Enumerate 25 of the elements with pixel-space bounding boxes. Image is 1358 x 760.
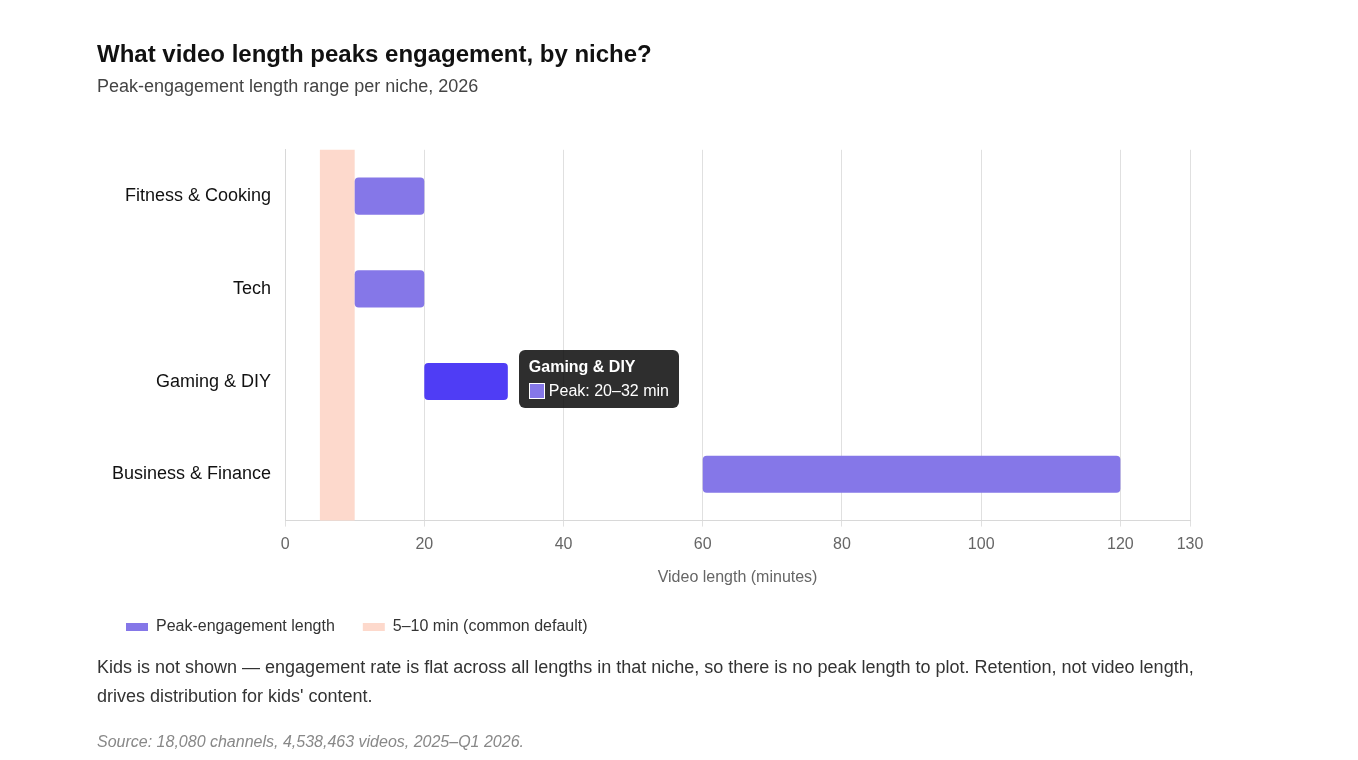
y-tick-label: Fitness & Cooking	[125, 185, 272, 206]
legend-label: Peak-engagement length	[156, 617, 335, 635]
x-axis-title: Video length (minutes)	[657, 567, 818, 585]
source-note: Source: 18,080 channels, 4,538,463 videos, 2025–Q1 2026.	[97, 733, 525, 751]
annotation: Gaming & DIY	[528, 357, 637, 376]
bar	[354, 270, 425, 308]
chart-title: What video length peaks engagement, by niche?	[97, 40, 653, 68]
legend-label: 5–10 min (common default)	[392, 617, 588, 635]
x-tick-label: 0	[280, 534, 290, 552]
bar	[702, 455, 1121, 493]
x-tick-label: 120	[1107, 534, 1134, 552]
x-tick-label: 100	[967, 534, 995, 552]
y-tick-label: Tech	[233, 277, 272, 298]
bar	[424, 363, 508, 401]
text: Kids is not shown — engagement rate is flat across all lengths in that niche, so there is no peak length to plot. Retention, not video length, drives distribution for kids' content.	[97, 656, 1195, 708]
chart-subtitle: Peak-engagement length range per niche, 2026	[97, 76, 480, 97]
x-tick-label: 40	[554, 534, 573, 552]
x-tick-label: 20	[415, 534, 434, 552]
x-tick-label: 80	[833, 534, 851, 552]
y-tick-label: Gaming & DIY	[156, 370, 272, 391]
x-tick-label: 130	[1176, 534, 1204, 552]
x-tick-label: 60	[693, 534, 712, 552]
annotation: Peak: 20–32 min	[548, 381, 669, 400]
y-tick-label: Business & Finance	[111, 463, 272, 484]
bar	[354, 177, 425, 215]
